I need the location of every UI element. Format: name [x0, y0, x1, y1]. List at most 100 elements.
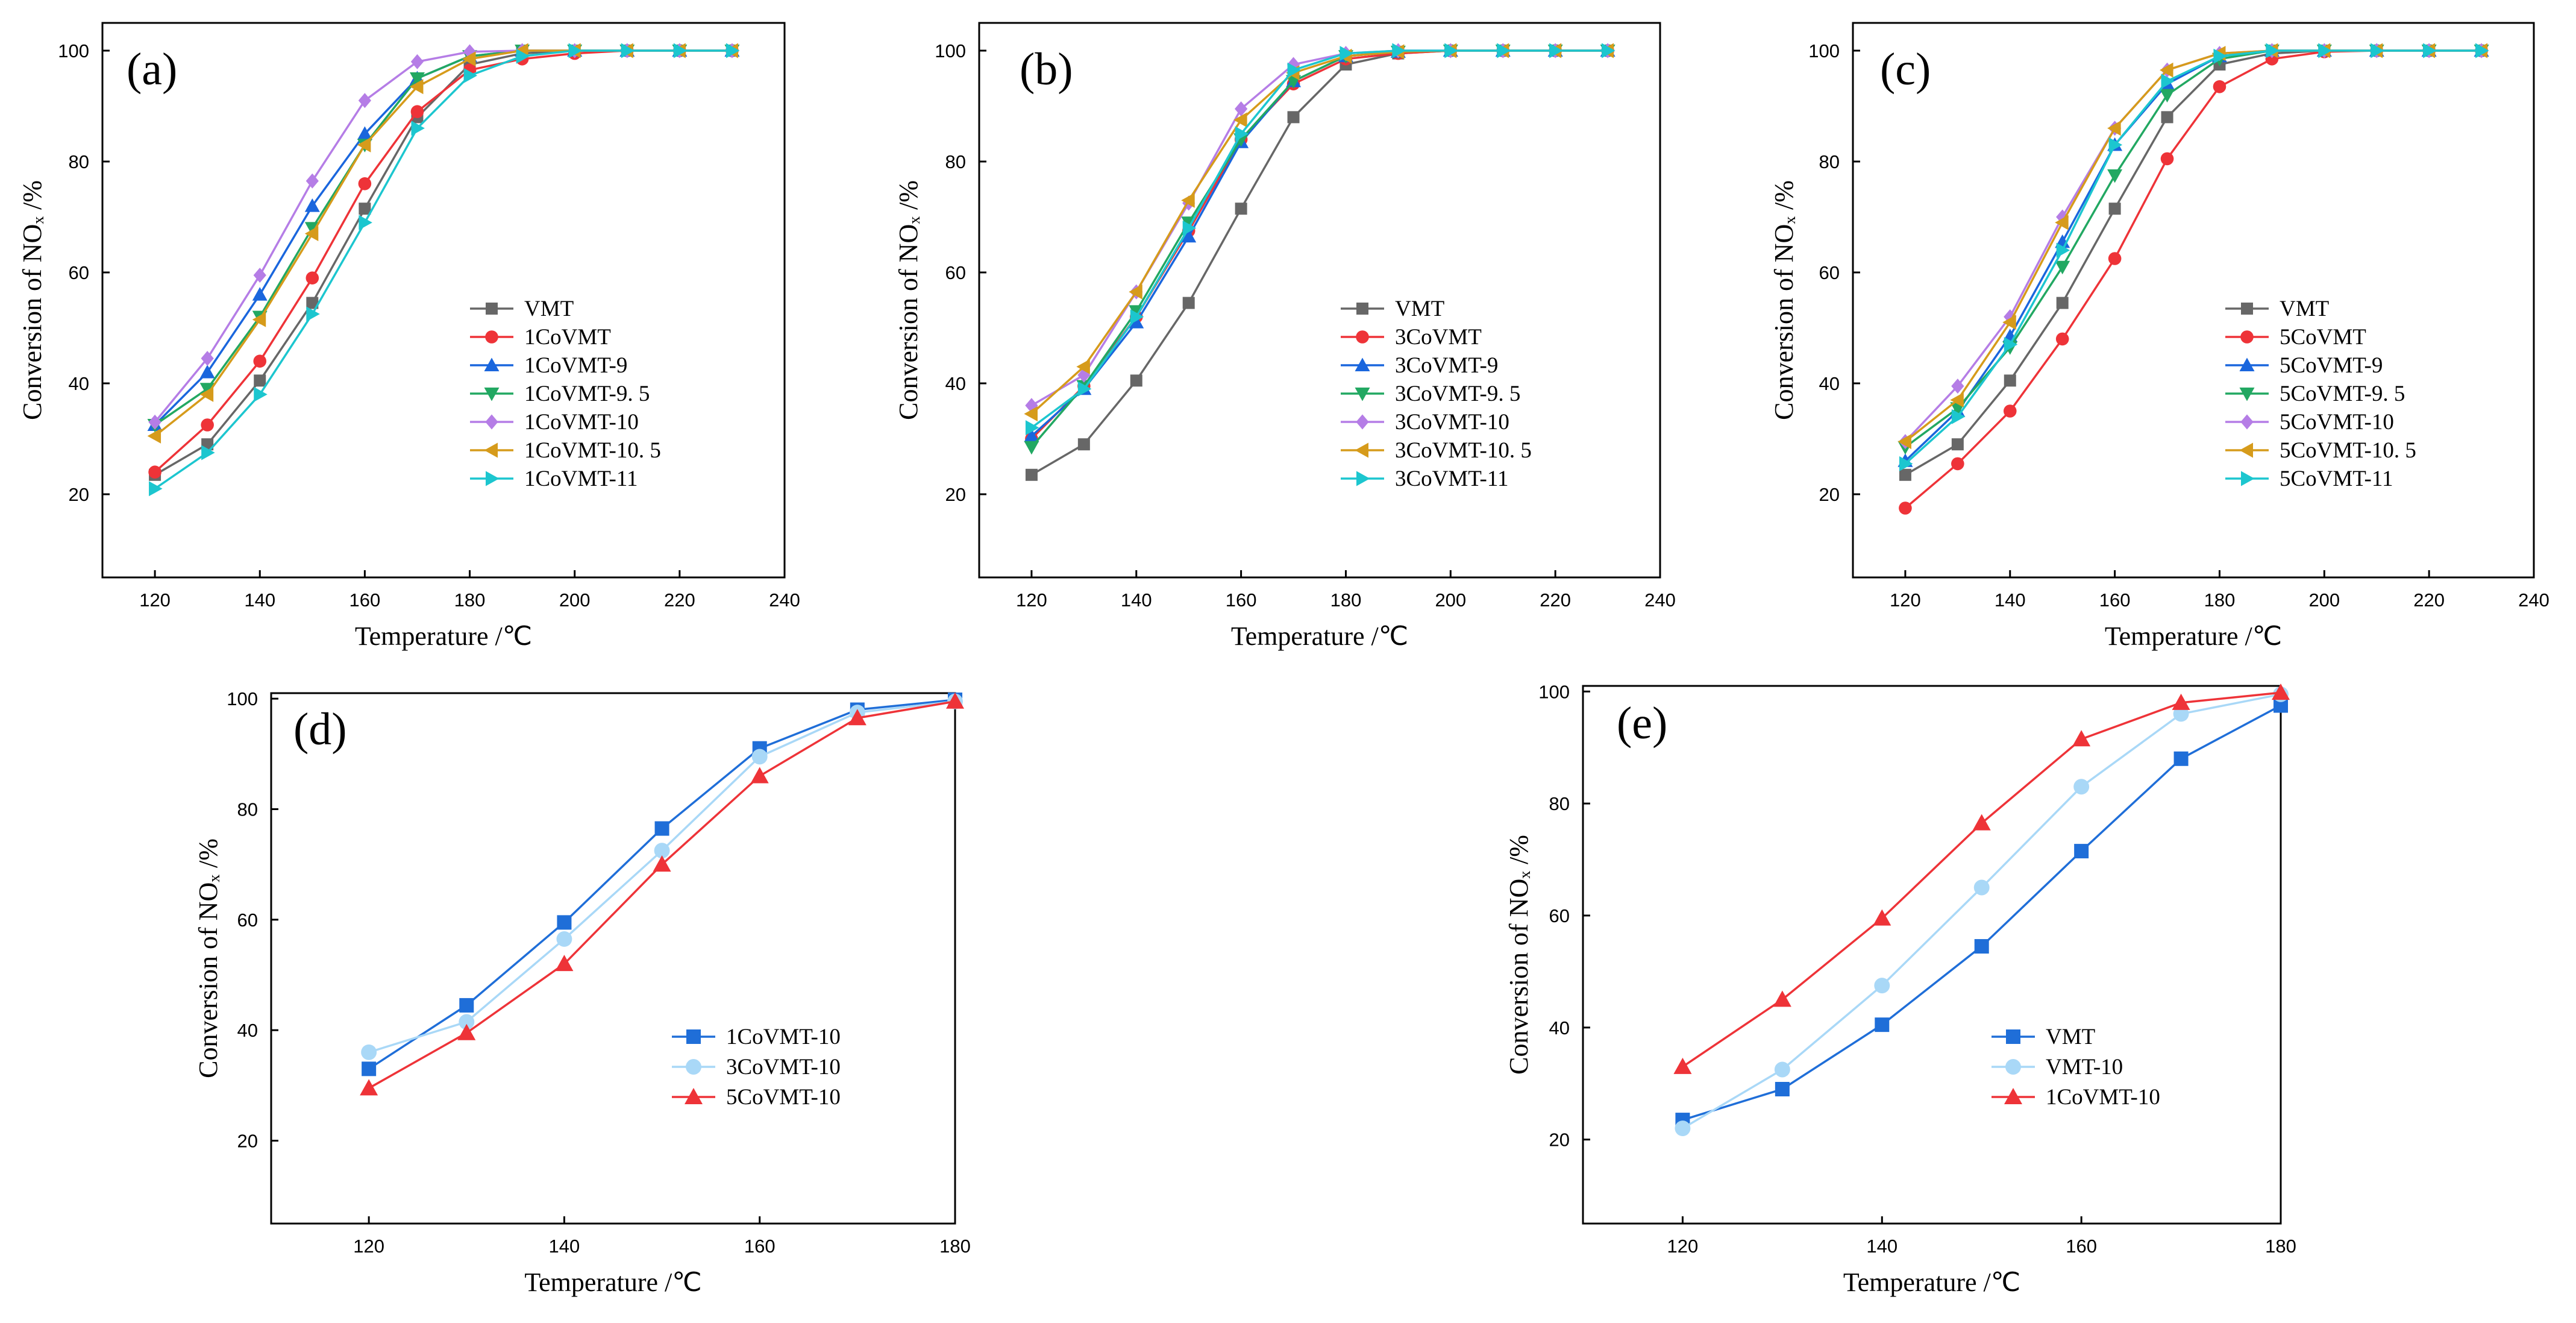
legend-marker: [486, 303, 498, 315]
legend-label: 3CoVMT-9. 5: [1395, 382, 1520, 406]
x-tick-label: 140: [1121, 589, 1152, 611]
x-tick-label: 160: [349, 589, 381, 611]
data-point-VMT-10: [1774, 1061, 1790, 1078]
legend-label: 1CoVMT-10. 5: [524, 438, 661, 463]
y-tick-label: 60: [69, 262, 89, 283]
data-point-5CoVMT-10.5: [1950, 392, 1964, 408]
data-point-1CoVMT: [253, 354, 267, 368]
series-line-1CoVMT-9.5: [154, 49, 732, 426]
x-tick-label: 160: [2066, 1236, 2097, 1257]
data-point-1CoVMT-10.5: [357, 137, 371, 152]
data-point-VMT: [1899, 468, 1911, 481]
series-line-VMT: [1682, 704, 2281, 1121]
y-tick-label: 100: [1538, 681, 1570, 702]
data-point-3CoVMT-11: [1497, 43, 1511, 58]
data-point-VMT-10: [2173, 706, 2189, 722]
data-point-5CoVMT-11: [2318, 43, 2332, 58]
x-axis-title: Temperature /℃: [1231, 621, 1408, 651]
data-point-3CoVMT-10: [459, 1014, 475, 1030]
legend-marker: [484, 357, 500, 371]
data-point-5CoVMT-10.5: [2055, 215, 2069, 230]
data-point-5CoVMT: [2003, 404, 2017, 418]
x-tick-label: 220: [2413, 589, 2445, 611]
data-point-5CoVMT-10.5: [2002, 315, 2016, 330]
data-point-VMT: [2108, 203, 2121, 215]
data-point-1CoVMT-10: [201, 351, 214, 366]
x-axis-title: Temperature /℃: [1843, 1268, 2020, 1297]
legend-label: VMT: [2046, 1025, 2095, 1049]
data-point-VMT-10: [1874, 978, 1890, 994]
legend-label: 1CoVMT-11: [524, 467, 638, 491]
y-tick-label: 40: [1819, 373, 1840, 394]
y-tick-label: 60: [1549, 905, 1570, 926]
series-line-1CoVMT-10: [368, 699, 956, 1070]
legend-label: 1CoVMT-10: [2046, 1085, 2160, 1110]
chart-panel-d: 120 140 160 180 20 40 60 80 100 Temperature /℃ Con…: [193, 688, 971, 1297]
y-tick-label: 40: [237, 1020, 258, 1041]
y-tick-label: 20: [1819, 484, 1840, 505]
data-point-1CoVMT-10: [459, 998, 474, 1013]
series-line-1CoVMT-10: [1682, 691, 2281, 1068]
series-line-VMT: [154, 49, 732, 476]
x-axis-title: Temperature /℃: [355, 621, 532, 651]
legend-marker: [2239, 388, 2255, 401]
legend-marker: [686, 1029, 701, 1044]
data-point-1CoVMT-10.5: [147, 428, 161, 444]
data-point-5CoVMT: [2160, 152, 2174, 166]
data-point-VMT: [1077, 438, 1090, 451]
data-point-VMT: [1182, 297, 1195, 309]
data-point-1CoVMT-10: [2272, 683, 2290, 700]
chart-panel-a: 120 140 160 180 200 220 240 20 40 60 80 100 Temperat…: [17, 22, 800, 651]
x-tick-label: 180: [939, 1236, 971, 1257]
data-point-1CoVMT-11: [516, 48, 530, 64]
legend-label: VMT: [1395, 297, 1444, 321]
panel-label: (a): [127, 44, 177, 95]
data-point-1CoVMT-10: [253, 268, 266, 283]
series-line-3CoVMT-10: [368, 700, 956, 1054]
legend-marker: [2241, 471, 2255, 486]
y-axis-title: Conversion of NOₓ /%: [17, 180, 47, 420]
data-point-1CoVMT-10: [410, 54, 424, 69]
data-point-1CoVMT: [306, 271, 319, 285]
data-point-VMT: [2173, 751, 2189, 766]
data-point-VMT: [1235, 203, 1247, 215]
legend-marker: [485, 330, 498, 344]
legend-marker: [486, 471, 500, 486]
data-point-5CoVMT: [2055, 332, 2069, 346]
x-tick-label: 180: [454, 589, 486, 611]
data-point-5CoVMT-11: [2056, 242, 2070, 258]
data-point-VMT: [1025, 468, 1038, 481]
data-point-1CoVMT-11: [254, 386, 268, 402]
legend-label: 5CoVMT-10: [2280, 410, 2394, 435]
data-point-1CoVMT: [358, 177, 372, 190]
series-line-3CoVMT-10.5: [1030, 49, 1608, 415]
legend-marker: [1356, 303, 1368, 315]
y-tick-label: 60: [237, 910, 258, 931]
data-point-VMT: [254, 374, 266, 387]
x-tick-label: 200: [1435, 589, 1466, 611]
data-point-5CoVMT-11: [2108, 137, 2123, 152]
data-point-5CoVMT-11: [1899, 456, 1913, 471]
data-point-3CoVMT-11: [1340, 46, 1353, 61]
data-point-1CoVMT-10: [2172, 693, 2190, 710]
plot-frame: [270, 692, 956, 1225]
y-tick-label: 80: [945, 151, 966, 172]
data-point-1CoVMT-10.5: [252, 312, 266, 327]
data-point-5CoVMT-11: [2161, 74, 2175, 89]
data-point-VMT-10: [1675, 1120, 1691, 1137]
y-tick-label: 20: [237, 1131, 258, 1152]
data-point-1CoVMT-10: [358, 93, 372, 108]
y-tick-label: 20: [69, 484, 89, 505]
legend-label: 1CoVMT-10: [726, 1025, 841, 1049]
legend-label: 3CoVMT-10. 5: [1395, 438, 1532, 463]
y-axis-title: Conversion of NOₓ /%: [1504, 835, 1534, 1075]
data-point-1CoVMT: [148, 465, 161, 479]
data-point-3CoVMT-11: [1287, 62, 1302, 78]
x-tick-label: 140: [549, 1236, 580, 1257]
data-point-1CoVMT-10: [1773, 990, 1791, 1007]
legend-label: 5CoVMT-9: [2280, 353, 2383, 378]
legend-label: VMT: [524, 297, 574, 321]
data-point-1CoVMT-10.5: [409, 79, 424, 95]
data-point-5CoVMT-10: [946, 692, 964, 709]
data-point-3CoVMT-10.5: [1076, 359, 1090, 374]
